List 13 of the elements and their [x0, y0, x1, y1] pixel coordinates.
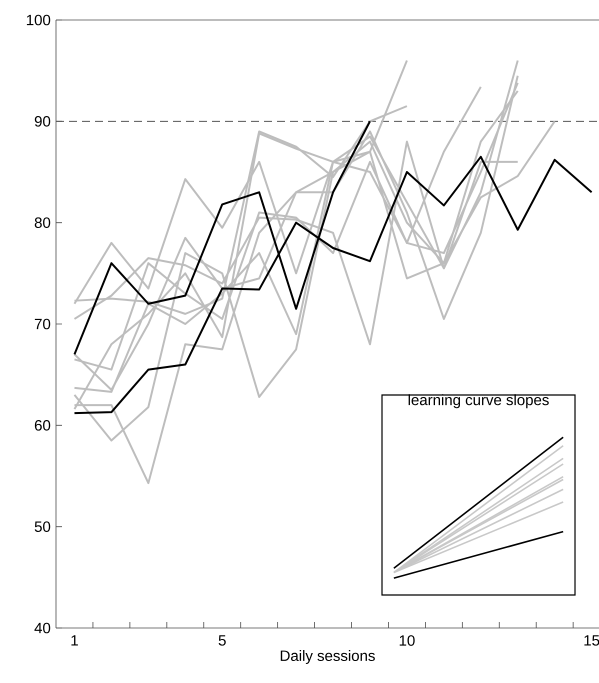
chart-title: learning curve slopes: [408, 394, 549, 408]
y-tick-label: 70: [34, 318, 50, 330]
y-tick-label: 40: [34, 622, 50, 634]
y-tick-label: 60: [34, 420, 50, 431]
x-axis-title: Daily sessions: [280, 650, 375, 664]
x-tick-label: 15: [584, 635, 599, 646]
y-tick-label: 100: [26, 14, 50, 26]
y-tick-label: 50: [34, 521, 50, 532]
x-tick-label: 1: [71, 635, 78, 646]
x-tick-label: 5: [218, 635, 226, 646]
y-tick-label: 90: [34, 116, 50, 127]
x-tick-label: 10: [400, 635, 415, 646]
y-tick-label: 80: [34, 217, 50, 228]
